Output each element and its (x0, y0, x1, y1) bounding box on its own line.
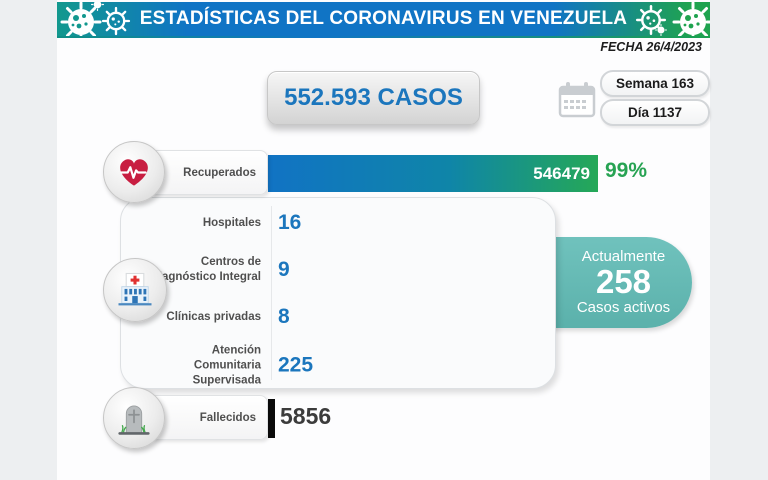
active-label-bottom: Casos activos (576, 298, 671, 316)
infographic-canvas: ESTADÍSTICAS DEL CORONAVIRUS EN VENEZUEL… (57, 0, 710, 480)
panel-divider (271, 206, 272, 380)
page-title: ESTADÍSTICAS DEL CORONAVIRUS EN VENEZUEL… (139, 8, 628, 29)
facility-label: Clínicas privadas (166, 310, 261, 323)
facility-label: Hospitales (202, 216, 261, 229)
deaths-icon-circle (103, 387, 165, 449)
header-banner: ESTADÍSTICAS DEL CORONAVIRUS EN VENEZUEL… (57, 2, 710, 36)
facility-row: Centros de Diagnóstico Integral 9 (121, 255, 555, 285)
virus-icon (101, 6, 131, 36)
active-cases-value: 258 (595, 263, 652, 301)
calendar-icon (558, 82, 596, 118)
header-underline (57, 36, 710, 38)
tombstone-icon (118, 405, 150, 435)
virus-icon (91, 2, 104, 11)
virus-icon (60, 2, 102, 36)
deaths-bar (268, 399, 275, 438)
week-badge: Semana 163 (600, 70, 710, 97)
facility-value: 8 (278, 305, 290, 328)
virus-icon (672, 2, 710, 36)
recovered-bar: 546479 (268, 155, 598, 192)
deaths-label: Fallecidos (148, 395, 268, 440)
facility-row: Clínicas privadas 8 (121, 305, 555, 329)
recovered-value: 546479 (533, 163, 590, 183)
deaths-value: 5856 (280, 403, 332, 429)
hospital-icon (118, 272, 152, 306)
recovered-icon-circle (103, 141, 165, 203)
recovered-percent: 99% (605, 159, 648, 182)
total-cases-box: 552.593 CASOS (267, 71, 480, 125)
heart-ekg-icon (120, 159, 148, 186)
facility-value: 9 (278, 258, 290, 281)
facility-label: Atención Comunitaria Supervisada (192, 344, 261, 387)
facility-row: Atención Comunitaria Supervisada 225 (121, 344, 555, 389)
active-breakdown-panel: Hospitales 16 Centros de Diagnóstico Int… (120, 197, 556, 389)
recovered-label: Recuperados (148, 150, 268, 195)
active-cases-badge: Actualmente 258 Casos activos (543, 237, 692, 328)
active-label-top: Actualmente (581, 247, 666, 265)
virus-icon (655, 24, 667, 36)
facility-row: Hospitales 16 (121, 211, 555, 235)
facility-value: 16 (278, 211, 302, 234)
facilities-icon-circle (103, 258, 167, 322)
report-date: FECHA 26/4/2023 (600, 40, 702, 54)
total-cases-value: 552.593 CASOS (284, 84, 463, 111)
day-badge: Día 1137 (600, 99, 710, 126)
facility-value: 225 (278, 354, 314, 377)
facility-label: Centros de Diagnóstico Integral (150, 256, 261, 283)
